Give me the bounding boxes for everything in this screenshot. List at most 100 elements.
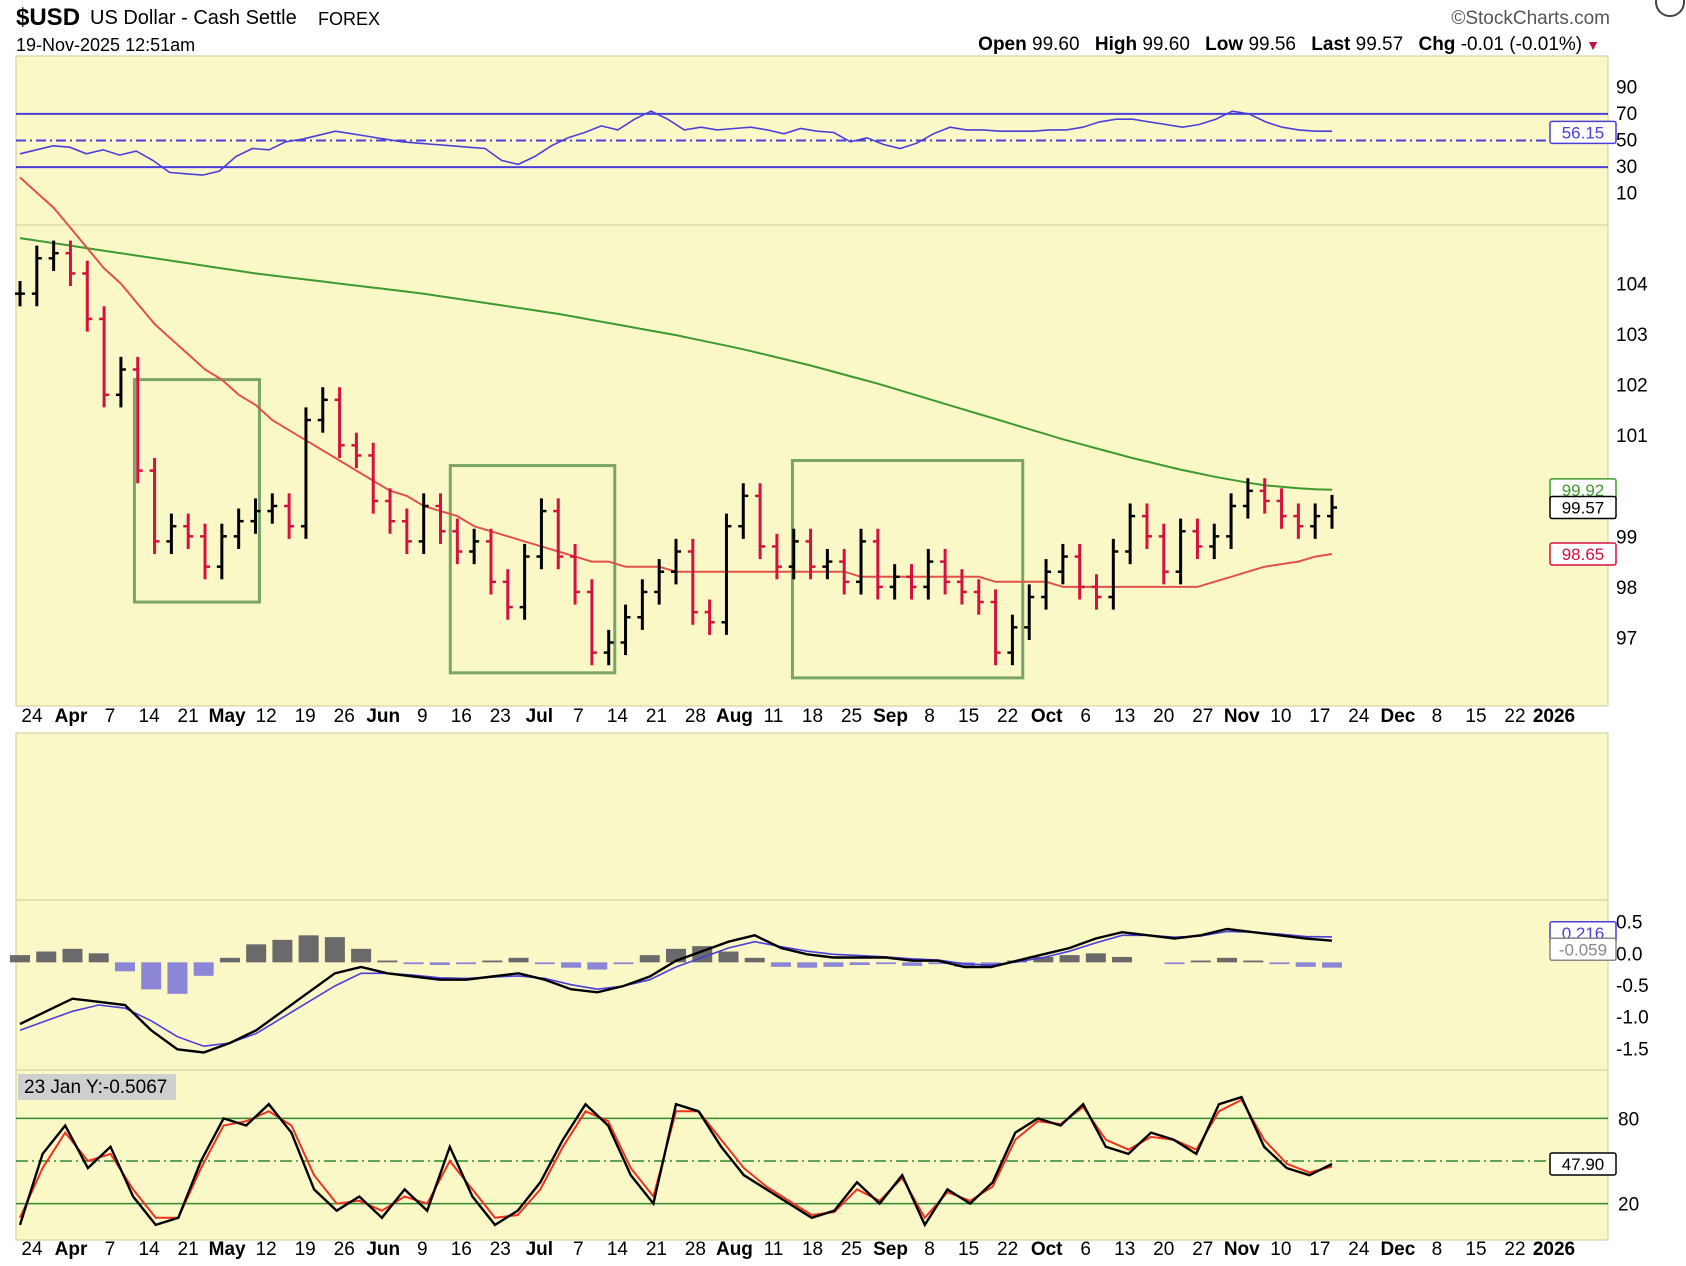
x-tick-11: 11 [764, 1239, 784, 1260]
x-tick-11: 11 [764, 706, 784, 727]
rsi-line [19, 110, 1332, 176]
x-tick-7: 7 [105, 706, 116, 727]
x-tick-25: 25 [841, 706, 862, 727]
macd-tick-0.5: 0.5 [1616, 913, 1642, 934]
price-tick-97: 97 [1616, 628, 1637, 649]
macd-hist-bar [141, 962, 162, 990]
stoch-panel [15, 1069, 1609, 1241]
macd-hist-bar [797, 962, 818, 968]
x-tick-Nov: Nov [1224, 1239, 1260, 1260]
x-tick-2026: 2026 [1533, 706, 1575, 727]
x-tick-Sep: Sep [873, 706, 908, 727]
rsi-tick-70: 70 [1616, 104, 1637, 125]
info-circle-icon[interactable] [1650, 0, 1686, 24]
x-tick-7: 7 [105, 1239, 116, 1260]
stoch-tick-20: 20 [1618, 1195, 1639, 1216]
x-tick-7: 7 [573, 1239, 584, 1260]
price-tick-99: 99 [1616, 527, 1637, 548]
last-value: 99.57 [1355, 34, 1404, 55]
x-tick-Apr: Apr [55, 1239, 88, 1260]
macd-hist-bar [770, 962, 791, 967]
stoch-value-tag-box [1549, 1152, 1617, 1176]
x-tick-21: 21 [646, 706, 667, 727]
highlight-box-2 [448, 464, 617, 675]
macd-hist-bar [456, 962, 477, 965]
hist-value-tag: -0.059 [1559, 940, 1607, 959]
stoch-k-line [18, 1095, 1333, 1228]
x-tick-18: 18 [802, 706, 823, 727]
macd-hist-bar [1112, 956, 1133, 963]
rsi-tick-10: 10 [1616, 184, 1637, 205]
macd-hist-bar [324, 937, 345, 963]
x-tick-22: 22 [1504, 1239, 1525, 1260]
macd-hist-bar [1322, 962, 1342, 968]
x-tick-10: 10 [1270, 1239, 1291, 1260]
x-tick-6: 6 [1080, 1239, 1091, 1260]
macd-tick-0.0: 0.0 [1616, 944, 1642, 965]
x-tick-21: 21 [646, 1239, 667, 1260]
x-tick-27: 27 [1192, 706, 1213, 727]
x-tick-10: 10 [1270, 706, 1291, 727]
chart-datetime: 19-Nov-2025 12:51am [16, 35, 196, 55]
x-tick-16: 16 [451, 1239, 472, 1260]
chart-header: $USD US Dollar - Cash Settle FOREX 19-No… [0, 0, 1686, 60]
x-tick-Oct: Oct [1031, 706, 1063, 727]
brand-logo[interactable]: ©StockCharts.com [1451, 8, 1610, 29]
x-tick-13: 13 [1114, 706, 1135, 727]
macd-hist-bar [1085, 953, 1106, 963]
x-tick-16: 16 [451, 706, 472, 727]
annotation-box [18, 1074, 176, 1100]
x-tick-25: 25 [841, 1239, 862, 1260]
macd-hist-bar [534, 962, 555, 965]
x-tick-Jul: Jul [526, 706, 553, 727]
macd-hist-bar [718, 951, 739, 963]
x-tick-24: 24 [1348, 706, 1370, 727]
rsi-value-tag-box [1549, 120, 1617, 145]
x-tick-21: 21 [178, 1239, 199, 1260]
high-value: 99.60 [1142, 34, 1190, 55]
x-tick-22: 22 [1504, 706, 1525, 727]
macd-hist-bar [1190, 960, 1211, 963]
x-tick-18: 18 [802, 1239, 823, 1260]
macd-panel [15, 899, 1609, 1071]
x-tick-2026: 2026 [1533, 1239, 1575, 1260]
x-tick-28: 28 [685, 706, 706, 727]
x-tick-22: 22 [997, 1239, 1018, 1260]
exchange: FOREX [318, 9, 381, 29]
x-tick-17: 17 [1309, 706, 1330, 727]
price-panel [15, 224, 1609, 707]
x-tick-26: 26 [334, 1239, 355, 1260]
macd-hist-bar [1269, 962, 1290, 965]
x-tick-19: 19 [295, 706, 316, 727]
x-tick-Apr: Apr [55, 706, 88, 727]
rsi-tick-30: 30 [1616, 157, 1637, 178]
stoch-value-tag: 47.90 [1562, 1155, 1605, 1174]
x-tick-26: 26 [334, 706, 355, 727]
x-tick-23: 23 [490, 706, 511, 727]
x-tick-Dec: Dec [1380, 706, 1415, 727]
x-tick-22: 22 [997, 706, 1018, 727]
stoch-annotation: 23 Jan Y:-0.5067 [24, 1077, 167, 1098]
x-tick-15: 15 [1465, 1239, 1486, 1260]
macd-hist-bar [1033, 956, 1054, 963]
x-tick-24: 24 [21, 1239, 43, 1260]
sma50-tag-box [1549, 542, 1617, 566]
macd-hist-bar [114, 962, 135, 972]
x-tick-Aug: Aug [716, 706, 753, 727]
macd-hist-bar [88, 953, 109, 963]
x-tick-28: 28 [685, 1239, 706, 1260]
macd-hist-bar [1243, 960, 1264, 963]
hist-value-tag-box [1549, 937, 1617, 962]
x-tick-12: 12 [256, 706, 277, 727]
x-tick-Jun: Jun [366, 706, 400, 727]
macd-hist-bar [508, 957, 529, 963]
open-value: 99.60 [1032, 34, 1080, 55]
x-tick-24: 24 [21, 706, 43, 727]
symbol: $USD [16, 4, 81, 31]
price-tick-98: 98 [1616, 578, 1637, 599]
macd-hist-bar [377, 960, 398, 963]
macd-hist-bar [823, 962, 844, 967]
instrument-name: US Dollar - Cash Settle [90, 7, 297, 29]
sma50-tag: 98.65 [1562, 545, 1605, 564]
x-tick-13: 13 [1114, 1239, 1135, 1260]
